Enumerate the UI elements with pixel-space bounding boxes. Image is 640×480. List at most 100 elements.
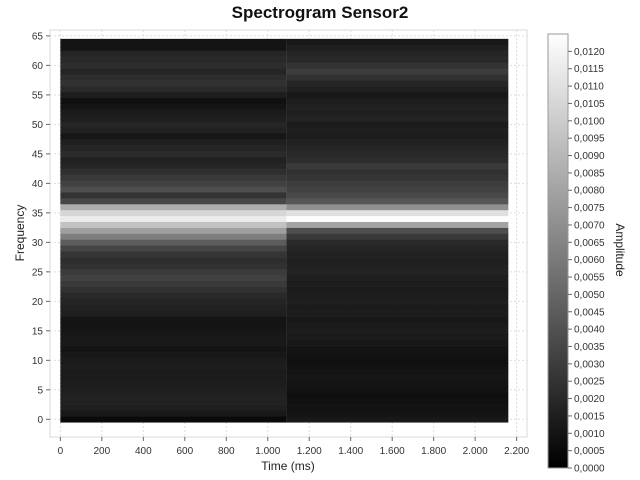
heatmap-cell — [60, 162, 287, 169]
y-tick-label: 10 — [32, 356, 44, 367]
colorbar-tick-label: 0,0065 — [574, 238, 605, 249]
x-tick-label: 1.200 — [297, 446, 322, 457]
heatmap-cell — [286, 392, 509, 399]
heatmap-cell — [60, 292, 287, 299]
heatmap-cell — [60, 186, 287, 193]
colorbar: 0,0000 0,0005 0,0010 0,0015 0,0020 0,0025 0,00… — [547, 33, 605, 475]
y-tick-label: 15 — [32, 326, 44, 337]
colorbar-tick-label: 0,0025 — [574, 377, 605, 388]
colorbar-tick-label: 0,0120 — [574, 47, 605, 58]
heatmap-cell — [286, 245, 509, 252]
heatmap-cell — [60, 380, 287, 388]
heatmap-cell — [60, 227, 287, 234]
heatmap-cell — [286, 227, 509, 234]
heatmap-cell — [286, 239, 509, 246]
heatmap-cell — [60, 44, 287, 51]
heatmap-cell — [60, 109, 287, 116]
heatmap-cell — [60, 192, 287, 199]
heatmap-cell — [286, 133, 509, 140]
y-axis-label: Frequency — [13, 205, 27, 262]
heatmap-cell — [60, 339, 287, 346]
colorbar-tick-label: 0,0075 — [574, 203, 605, 214]
y-tick-label: 30 — [32, 238, 44, 249]
heatmap-cell — [60, 321, 287, 329]
heatmap-cell — [286, 97, 509, 105]
heatmap-cell — [60, 345, 287, 352]
heatmap-cell — [60, 286, 287, 293]
heatmap-cell — [286, 369, 509, 376]
heatmap-cell — [286, 121, 509, 128]
heatmap-cell — [60, 398, 287, 405]
heatmap-cell — [286, 251, 509, 258]
heatmap-cells — [60, 38, 509, 423]
heatmap-cell — [60, 180, 287, 187]
colorbar-tick-label: 0,0015 — [574, 411, 605, 422]
colorbar-tick-label: 0,0115 — [574, 64, 604, 75]
heatmap-cell — [286, 103, 509, 110]
heatmap-cell — [286, 209, 509, 217]
y-axis: 0 5 10 15 20 25 30 35 40 45 50 55 60 65 — [32, 31, 50, 426]
colorbar-tick-label: 0,0000 — [574, 464, 605, 475]
y-tick-label: 0 — [37, 415, 43, 426]
colorbar-tick-label: 0,0070 — [574, 220, 605, 231]
heatmap-cell — [60, 268, 287, 276]
heatmap-cell — [286, 145, 509, 152]
heatmap-cell — [60, 327, 287, 335]
heatmap-cell — [286, 233, 509, 240]
y-tick-label: 60 — [32, 61, 44, 72]
heatmap-cell — [286, 68, 509, 75]
heatmap-cell — [60, 410, 287, 417]
heatmap-cell — [286, 398, 509, 405]
y-tick-label: 20 — [32, 297, 44, 308]
heatmap-cell — [60, 91, 287, 99]
heatmap-cell — [286, 386, 509, 394]
heatmap-cell — [286, 363, 509, 370]
x-tick-label: 400 — [135, 446, 152, 457]
y-tick-label: 25 — [32, 267, 44, 278]
heatmap-cell — [60, 369, 287, 376]
heatmap-cell — [60, 298, 287, 305]
heatmap-cell — [60, 351, 287, 358]
heatmap-cell — [60, 274, 287, 281]
heatmap-cell — [286, 127, 509, 134]
colorbar-tick-label: 0,0110 — [574, 82, 604, 93]
heatmap-cell — [60, 56, 287, 63]
x-tick-label: 200 — [94, 446, 111, 457]
heatmap-cell — [286, 221, 509, 228]
heatmap-cell — [60, 150, 287, 158]
heatmap-cell — [286, 274, 509, 281]
heatmap-cell — [286, 416, 509, 423]
x-tick-label: 600 — [176, 446, 193, 457]
heatmap-cell — [60, 97, 287, 105]
heatmap-cell — [286, 304, 509, 311]
colorbar-tick-label: 0,0100 — [574, 116, 605, 127]
y-tick-label: 45 — [32, 149, 44, 160]
heatmap-cell — [286, 139, 509, 146]
heatmap-cell — [60, 386, 287, 394]
heatmap-cell — [60, 333, 287, 340]
colorbar-tick-label: 0,0060 — [574, 255, 605, 266]
x-axis-label: Time (ms) — [261, 459, 315, 473]
heatmap-cell — [60, 121, 287, 128]
colorbar-tick-label: 0,0080 — [574, 186, 605, 197]
heatmap-cell — [286, 150, 509, 158]
heatmap-cell — [60, 204, 287, 211]
heatmap-cell — [286, 62, 509, 69]
heatmap-cell — [60, 310, 287, 317]
heatmap-cell — [286, 156, 509, 164]
heatmap-cell — [286, 192, 509, 199]
x-tick-label: 0 — [58, 446, 64, 457]
heatmap-cell — [60, 50, 287, 57]
heatmap-cell — [286, 86, 509, 93]
heatmap-cell — [286, 310, 509, 317]
heatmap-cell — [286, 257, 509, 264]
heatmap-cell — [60, 74, 287, 81]
y-tick-label: 5 — [37, 385, 43, 396]
heatmap-cell — [286, 204, 509, 211]
heatmap-cell — [286, 198, 509, 205]
colorbar-tick-label: 0,0050 — [574, 290, 605, 301]
heatmap-cell — [60, 404, 287, 411]
heatmap-cell — [60, 357, 287, 364]
heatmap-cell — [286, 109, 509, 116]
heatmap-cell — [286, 351, 509, 358]
